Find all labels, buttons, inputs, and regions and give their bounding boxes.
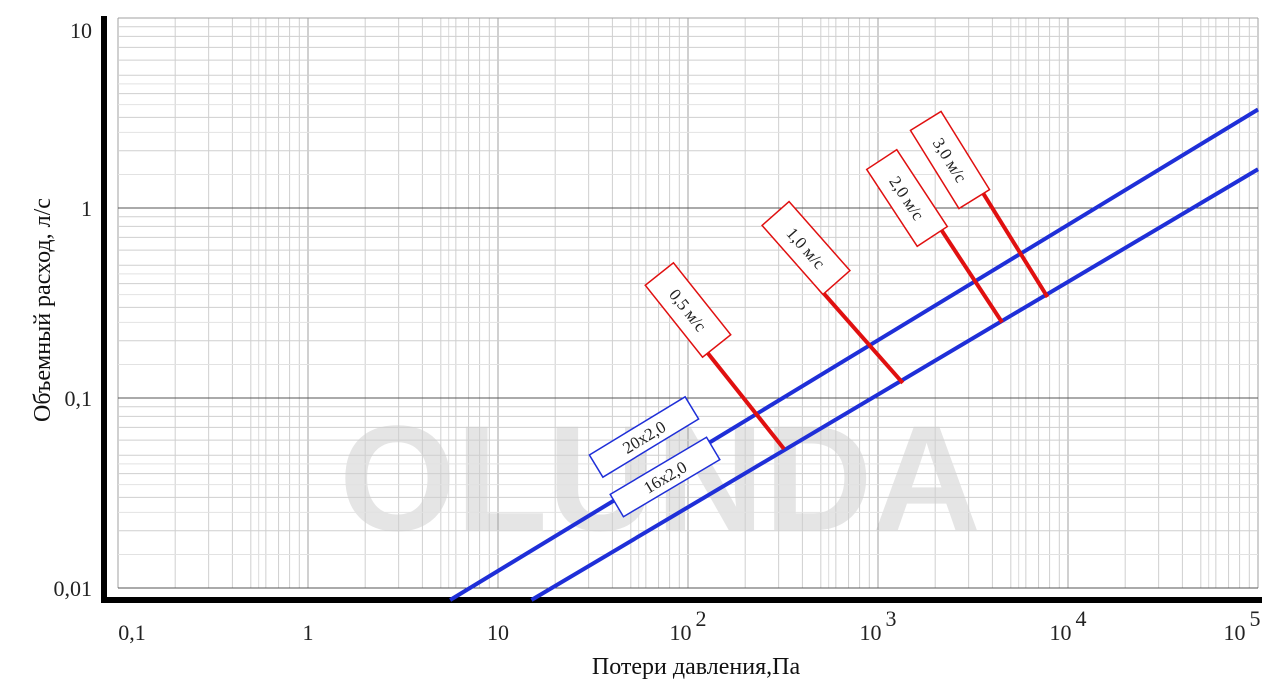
axes (101, 16, 1262, 603)
velocity-marker-line (817, 287, 905, 385)
x-tick-label: 0,1 (118, 620, 146, 645)
velocity-marker-line (981, 192, 1050, 299)
velocity-markers: 0,5 м/с1,0 м/с2,0 м/с3,0 м/с (644, 110, 1050, 451)
tick-labels: 0,1 1 10 102 103 104 105 0,01 0,1 1 10 (54, 18, 1261, 645)
y-tick-label: 1 (81, 196, 92, 221)
velocity-marker-box (865, 148, 949, 248)
velocity-marker-box (761, 200, 851, 296)
x-tick-label: 105 (1224, 606, 1261, 645)
velocity-marker-line (706, 351, 786, 451)
x-tick-label: 10 (487, 620, 509, 645)
y-tick-label: 10 (70, 18, 92, 43)
series-line (449, 107, 1260, 602)
series-label-box (588, 395, 700, 479)
velocity-marker-box (909, 110, 991, 210)
y-tick-label: 0,1 (65, 386, 93, 411)
velocity-marker-line (933, 219, 1004, 324)
x-axis-label: Потери давления,Па (592, 654, 801, 680)
x-tick-label: 1 (303, 620, 314, 645)
series-label-box (609, 436, 721, 518)
x-tick-label: 104 (1050, 606, 1087, 645)
velocity-marker-box (644, 261, 732, 359)
x-tick-label: 103 (860, 606, 897, 645)
y-axis-label: Объемный расход, л/с (30, 198, 56, 422)
series-line (530, 167, 1260, 602)
x-tick-label: 102 (670, 606, 707, 645)
y-tick-label: 0,01 (54, 576, 93, 601)
velocity-marker-label: 1,0 м/с (761, 200, 851, 296)
